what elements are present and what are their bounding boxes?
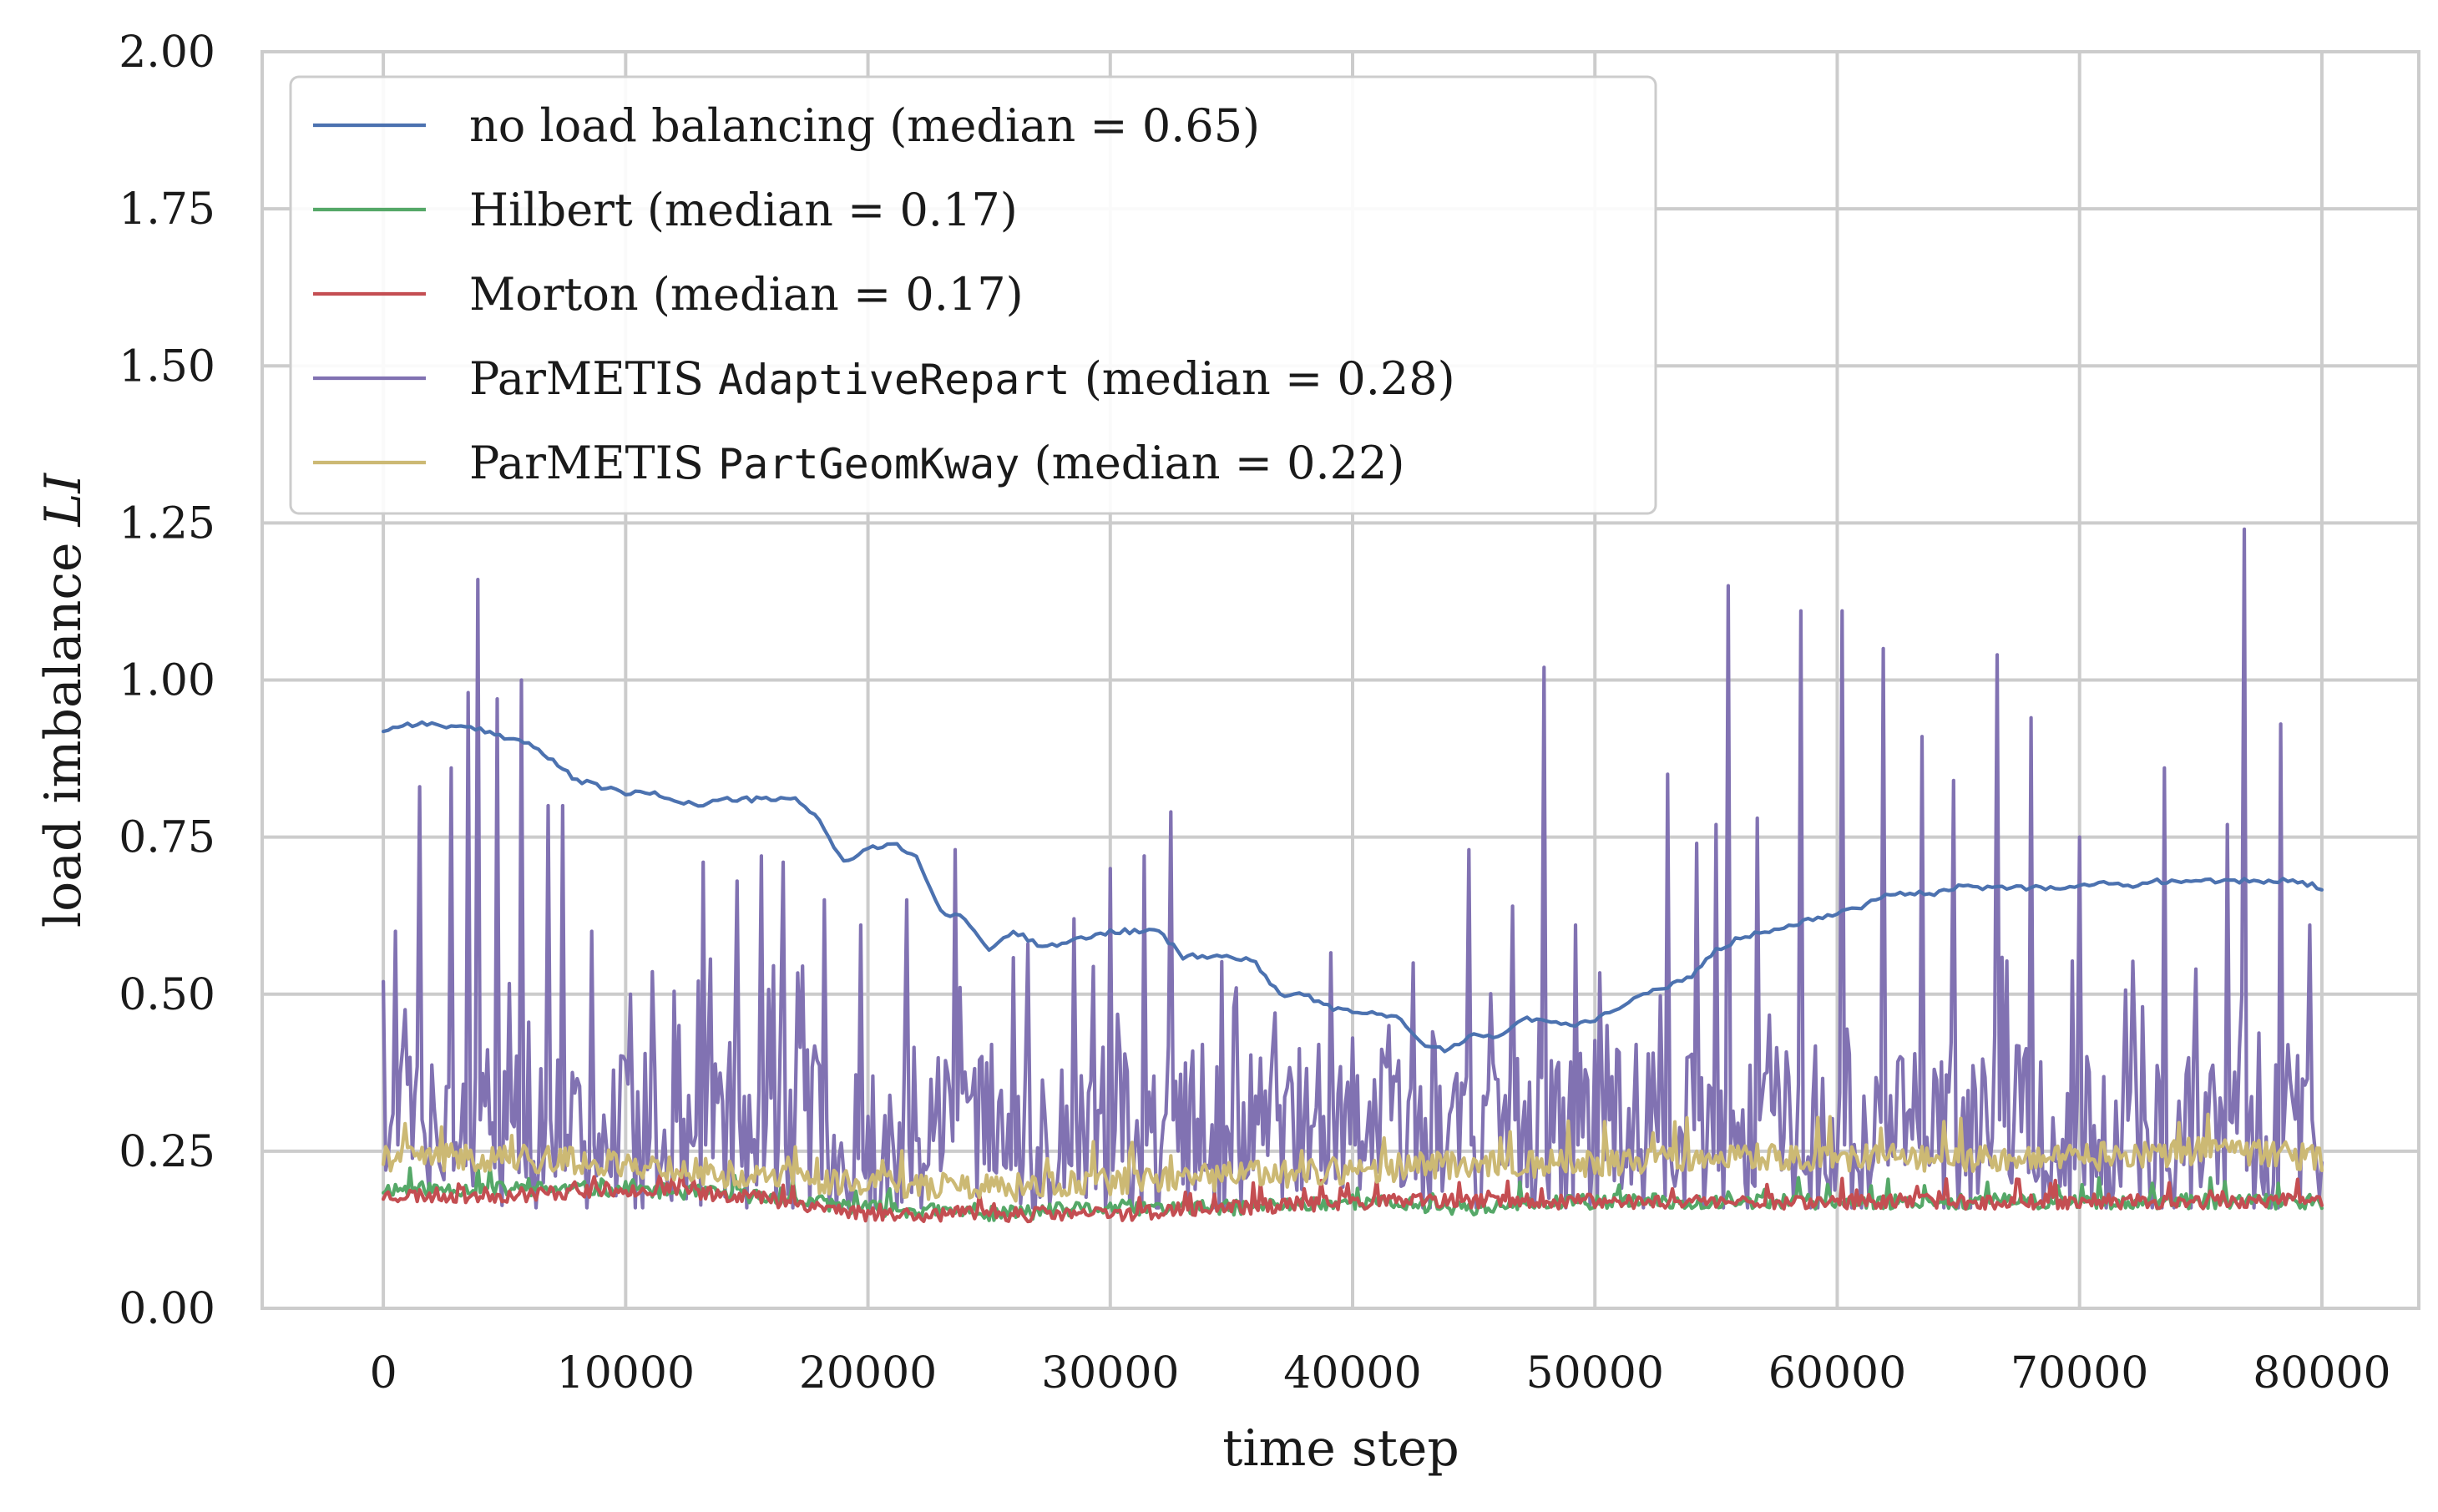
x-axis-ticks: 0 10000 20000 30000 40000 50000 60000 70000 8000…: [370, 1348, 2391, 1398]
legend-entry-name: Morton: [469, 268, 639, 321]
series-line-3: [382, 527, 2324, 1210]
legend-entry-median: (median = 0.17): [639, 268, 1024, 321]
legend-entry-name: ParMETIS: [469, 437, 718, 489]
y-tick-label: 1.25: [119, 498, 215, 549]
legend-entry-median: (median = 0.65): [875, 99, 1260, 152]
y-tick-label: 0.50: [119, 970, 215, 1020]
y-axis-ticks: 0.00 0.25 0.50 0.75 1.00 1.25 1.50 1.75 2.00: [119, 28, 215, 1334]
x-tick-label: 50000: [1526, 1348, 1664, 1398]
legend-entry-median: (median = 0.22): [1019, 437, 1404, 489]
legend-box: [289, 75, 1657, 515]
x-tick-label: 0: [370, 1348, 397, 1398]
x-tick-label: 60000: [1768, 1348, 1906, 1398]
x-axis-title: time step: [1222, 1419, 1459, 1478]
legend-entry-median: (median = 0.17): [633, 184, 1018, 236]
y-tick-label: 1.75: [119, 185, 215, 235]
legend-entry-name: ParMETIS: [469, 352, 718, 405]
y-tick-label: 1.00: [119, 656, 215, 706]
legend-entry: no load balancing (median = 0.65): [469, 99, 1260, 152]
y-tick-label: 2.00: [119, 28, 215, 78]
legend-entry: Hilbert (median = 0.17): [469, 184, 1018, 236]
series-line-4: [382, 1112, 2324, 1203]
legend: no load balancing (median = 0.65) Hilbert…: [289, 75, 1657, 515]
plot-frame: [260, 50, 2420, 1310]
x-tick-label: 20000: [799, 1348, 937, 1398]
x-tick-label: 40000: [1283, 1348, 1421, 1398]
series-line-2: [382, 1168, 2324, 1224]
y-tick-label: 0.25: [119, 1127, 215, 1177]
y-tick-label: 1.50: [119, 341, 215, 392]
legend-entry-name: no load balancing: [469, 99, 875, 152]
legend-entry-code: AdaptiveRepart: [718, 356, 1070, 404]
legend-entry: ParMETIS AdaptiveRepart (median = 0.28): [469, 352, 1455, 405]
x-tick-label: 10000: [557, 1348, 695, 1398]
y-tick-label: 0.75: [119, 813, 215, 863]
y-axis-title-symbol: LI: [34, 473, 93, 528]
y-axis-title: load imbalance LI: [34, 473, 93, 928]
x-tick-label: 70000: [2011, 1348, 2148, 1398]
y-tick-label: 0.00: [119, 1284, 215, 1334]
legend-entry: ParMETIS PartGeomKway (median = 0.22): [469, 437, 1404, 489]
legend-entry-code: PartGeomKway: [718, 440, 1019, 488]
y-axis-title-text: load imbalance: [34, 526, 93, 928]
legend-entry-median: (median = 0.28): [1070, 352, 1455, 405]
series-line-0: [382, 720, 2324, 1054]
x-tick-label: 80000: [2253, 1348, 2390, 1398]
legend-entry-name: Hilbert: [469, 184, 633, 236]
x-tick-label: 30000: [1041, 1348, 1179, 1398]
series-layer: [382, 527, 2324, 1224]
legend-entry: Morton (median = 0.17): [469, 268, 1024, 321]
